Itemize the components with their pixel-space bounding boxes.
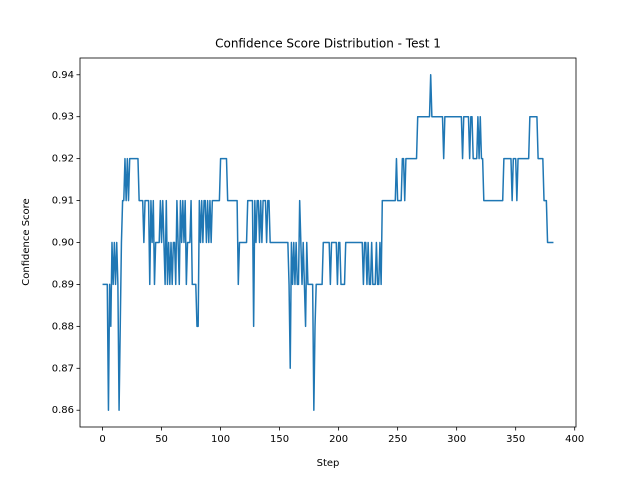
y-tick-label: 0.88 — [52, 321, 74, 332]
y-tick-label: 0.91 — [52, 196, 74, 207]
x-tick-label: 250 — [388, 434, 407, 445]
x-tick-label: 300 — [447, 434, 466, 445]
axes-frame — [79, 57, 577, 428]
data-line — [102, 74, 554, 411]
y-tick-label: 0.93 — [52, 112, 74, 123]
y-tick-label: 0.87 — [52, 363, 74, 374]
y-tick-label: 0.89 — [52, 279, 74, 290]
y-tick-label: 0.90 — [52, 238, 74, 249]
x-tick-label: 400 — [565, 434, 584, 445]
y-tick-label: 0.94 — [52, 70, 74, 81]
x-tick-label: 100 — [211, 434, 230, 445]
x-axis-label: Step — [317, 458, 340, 469]
x-tick-label: 150 — [270, 434, 289, 445]
y-tick-label: 0.92 — [52, 154, 74, 165]
chart-title: Confidence Score Distribution - Test 1 — [215, 37, 441, 51]
y-tick-label: 0.86 — [52, 405, 74, 416]
x-tick-label: 350 — [506, 434, 525, 445]
x-tick-label: 50 — [155, 434, 168, 445]
y-axis-label: Confidence Score — [21, 198, 32, 285]
x-tick-label: 0 — [99, 434, 105, 445]
x-tick-label: 200 — [329, 434, 348, 445]
